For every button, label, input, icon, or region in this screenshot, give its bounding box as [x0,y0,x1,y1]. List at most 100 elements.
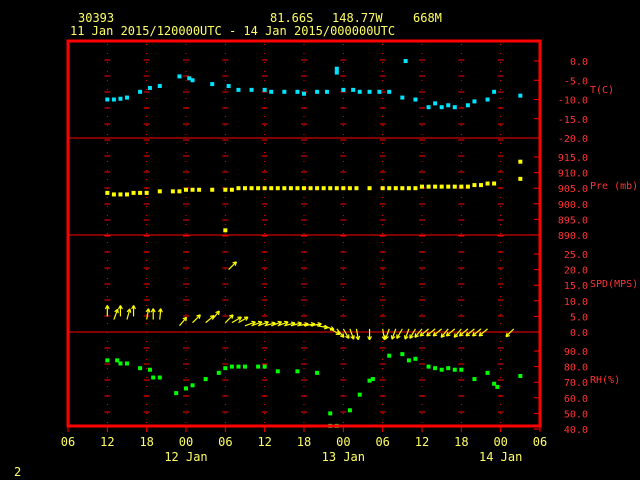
data-point [518,373,523,378]
data-point [151,375,156,380]
wind-barb [104,305,110,317]
wind-barb-head [118,305,121,310]
wind-barb-shaft [178,316,187,327]
data-marks [104,59,523,428]
y-tick-label: -20.0 [558,134,588,145]
wind-barb-shaft [228,261,237,271]
data-point [406,358,411,363]
wind-barb [238,316,249,324]
wind-barb-shaft [336,328,345,338]
wind-barb-shaft [159,308,162,320]
wind-barb-shaft [478,328,488,337]
wind-barb-head [131,305,135,310]
y-tick-label: 910.0 [558,169,588,180]
wind-barb-head [182,316,187,320]
data-point [144,190,149,195]
y-tick-label: 895.0 [558,215,588,226]
data-point [131,190,136,195]
data-point [433,366,438,371]
wind-barb [231,316,242,324]
data-point [347,186,352,191]
y-tick-label: 900.0 [558,200,588,211]
wind-barb-head [357,335,361,340]
data-point [210,82,215,87]
x-tick-label: 12 [415,435,429,449]
wind-barb-head [409,335,414,339]
wind-barb-shaft [382,328,386,340]
data-point [105,358,110,363]
data-point [433,101,438,106]
wind-barb-shaft [396,328,403,339]
data-point [157,375,162,380]
wind-barb-head [114,308,119,313]
data-point [377,89,382,94]
y-tick-label: 890.0 [558,231,588,242]
data-point [452,184,457,189]
data-point [295,186,300,191]
data-point [262,186,267,191]
data-point [125,361,129,366]
wind-barb [178,316,188,327]
wind-barb-shaft [297,323,309,327]
wind-barb-head [342,333,345,338]
data-point [459,184,464,189]
data-point [111,97,116,102]
wind-barb-shaft [251,321,263,327]
wind-barb [113,308,119,320]
data-point [190,78,195,83]
data-point [413,186,418,191]
plot-frame [66,39,542,428]
wind-barb [145,308,151,320]
wind-barb-shaft [317,325,329,329]
data-point [295,369,300,374]
data-point [446,366,451,371]
wind-barb [396,328,403,339]
data-point [341,87,346,92]
wind-barb-head [385,336,389,340]
data-point [492,181,497,186]
wind-barb-shaft [465,328,475,337]
data-point [420,184,424,189]
wind-barb-shaft [257,321,269,327]
data-point [465,184,470,189]
wind-barb [131,305,136,317]
wind-barb-shaft [355,328,359,340]
wind-barb [409,328,416,339]
x-tick-label: 06 [61,435,75,449]
y-tick-label: 40.0 [564,425,588,436]
data-point [190,187,195,192]
grid [68,44,540,424]
wind-barb-head [391,336,396,340]
data-point [413,356,418,361]
wind-barb-head [251,320,256,323]
data-point [216,370,221,375]
data-point [439,105,444,110]
data-point [334,186,339,191]
data-point [485,97,490,102]
wind-barb-head [337,330,341,335]
data-point [177,189,182,194]
wind-barb-shaft [404,328,410,340]
data-point [380,186,385,191]
wind-barb-shaft [472,328,482,337]
wind-barb-shaft [271,321,282,327]
wind-barb-head [264,320,269,323]
wind-barb-shaft [432,328,443,337]
data-point [308,186,313,191]
x-day-label: 12 Jan [164,450,207,464]
wind-barb [329,328,341,335]
wind-barb-head [126,308,131,313]
data-point [229,364,234,369]
data-point [236,364,241,369]
wind-barb-shaft [419,328,429,337]
wind-barb-shaft [384,328,390,340]
data-point [400,95,405,100]
data-point [118,96,123,101]
data-point [147,367,152,372]
y-tick-label: 0.0 [570,328,588,339]
y-tick-label: 90.0 [564,347,588,358]
data-point [184,386,188,391]
data-point [275,369,280,374]
x-tick-label: 06 [375,435,389,449]
data-point [111,192,116,197]
